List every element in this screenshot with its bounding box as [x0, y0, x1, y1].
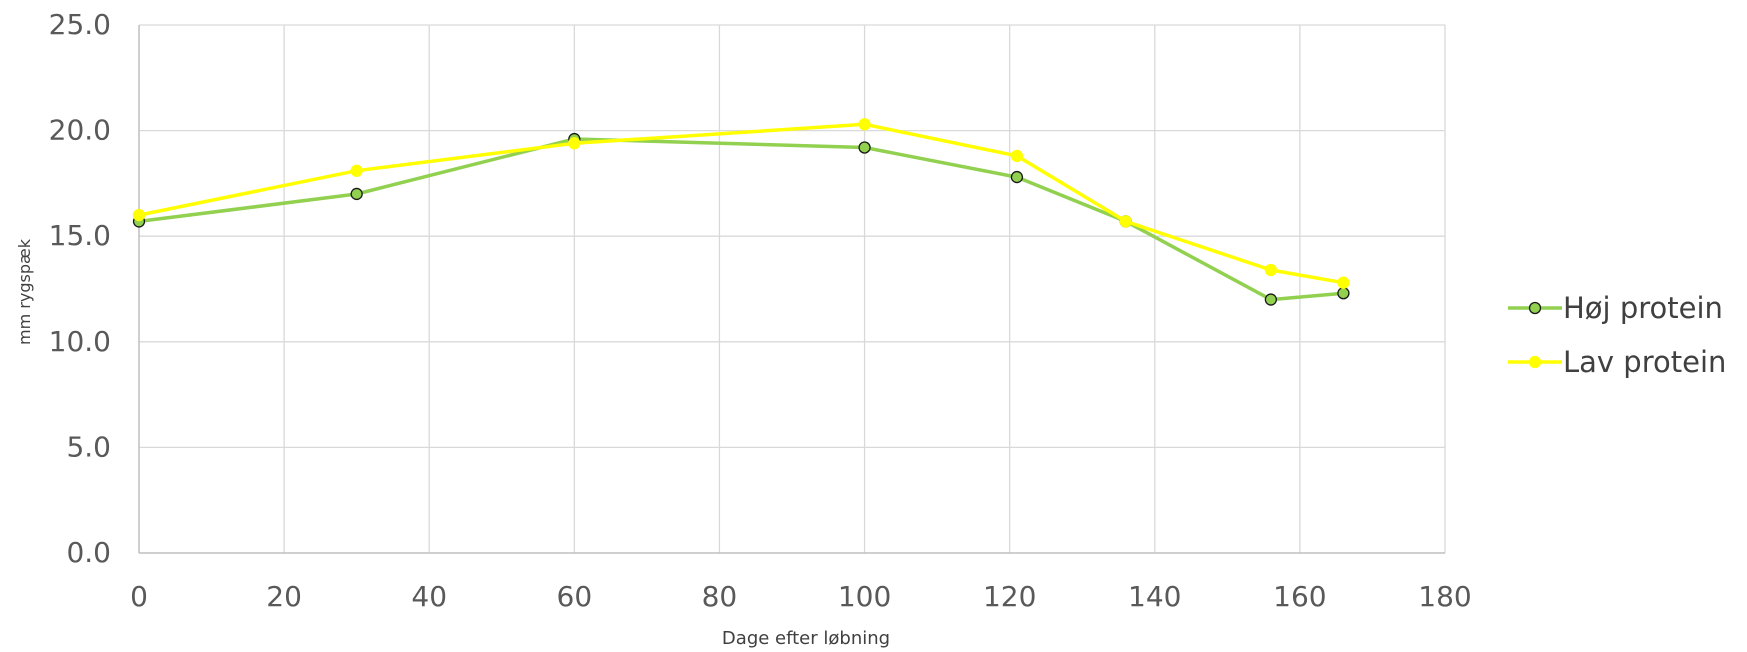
- series-group: [132, 118, 1350, 306]
- series-line-1: [138, 122, 1344, 285]
- y-tick-label: 0.0: [66, 536, 111, 569]
- axes: 0.0 5.0 10.0 15.0 20.0 25.0 0 20 40 60 80 100 120 140…: [49, 8, 1472, 613]
- y-tick-label: 15.0: [49, 219, 111, 252]
- data-point: [1010, 149, 1024, 163]
- x-tick-label: 160: [1273, 580, 1326, 613]
- x-tick-label: 80: [702, 580, 738, 613]
- data-point: [1264, 293, 1278, 306]
- x-tick-label: 180: [1418, 580, 1471, 613]
- gridlines: [139, 24, 1446, 553]
- data-point: [1010, 170, 1024, 184]
- data-point: [132, 208, 146, 222]
- data-point: [858, 141, 871, 154]
- legend-marker-1: [1528, 355, 1542, 369]
- x-tick-label: 120: [983, 580, 1036, 613]
- data-point: [568, 137, 581, 150]
- data-point: [1264, 263, 1278, 277]
- data-point: [1337, 287, 1350, 300]
- legend-label-0: Høj protein: [1563, 291, 1723, 325]
- x-tick-label: 100: [838, 580, 891, 613]
- legend-label-1: Lav protein: [1563, 345, 1726, 379]
- x-tick-label: 40: [411, 580, 447, 613]
- data-point: [350, 187, 363, 201]
- x-tick-label: 20: [266, 580, 302, 613]
- y-tick-label: 25.0: [49, 8, 111, 41]
- y-axis-title: mm rygspæk: [15, 238, 34, 345]
- x-tick-label: 140: [1128, 580, 1181, 613]
- data-point: [350, 164, 363, 177]
- x-tick-label: 60: [557, 580, 593, 613]
- x-axis-title: Dage efter løbning: [722, 628, 890, 649]
- data-point: [858, 118, 871, 131]
- y-tick-label: 20.0: [49, 114, 111, 147]
- y-tick-label: 10.0: [49, 325, 111, 358]
- data-point: [1119, 215, 1132, 228]
- data-point: [1337, 276, 1350, 289]
- series-line-0: [138, 137, 1344, 302]
- y-tick-label: 5.0: [66, 430, 111, 463]
- x-tick-label: 0: [130, 580, 148, 613]
- legend-marker-0: [1528, 301, 1542, 315]
- legend: Høj protein Lav protein: [1508, 291, 1726, 379]
